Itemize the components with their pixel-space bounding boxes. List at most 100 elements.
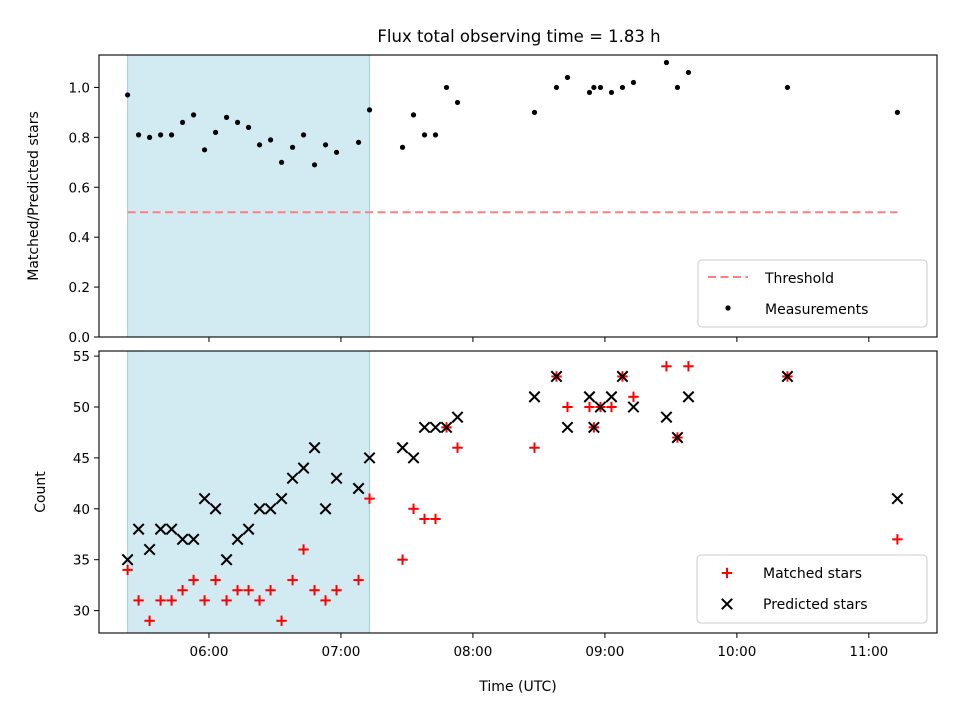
axes-frame xyxy=(98,350,938,634)
predicted-stars-point xyxy=(297,462,310,474)
predicted-stars-point xyxy=(121,553,134,566)
y-tick-label: 0.8 xyxy=(69,130,90,146)
y-tick-label: 0.2 xyxy=(69,280,90,296)
predicted-stars-marker-b xyxy=(242,523,255,536)
y-tick-label: 55 xyxy=(73,349,90,365)
predicted-stars-point xyxy=(561,421,574,434)
matched-stars-point xyxy=(155,595,166,606)
predicted-stars-point xyxy=(605,390,618,403)
legend-measurements-label: Measurements xyxy=(765,302,868,318)
measurement-point xyxy=(630,79,637,86)
measurement-point xyxy=(410,112,417,118)
matched-stars-point xyxy=(210,574,221,586)
y-tick-label: 45 xyxy=(73,451,90,467)
predicted-stars-point xyxy=(583,390,596,403)
predicted-stars-marker-b xyxy=(561,421,574,434)
predicted-stars-marker-b xyxy=(154,523,167,536)
measurement-point xyxy=(586,89,593,96)
measurement-point xyxy=(784,84,791,91)
measurement-point xyxy=(399,144,406,150)
predicted-stars-marker-b xyxy=(297,462,310,474)
predicted-stars-marker-b xyxy=(132,523,145,536)
predicted-stars-marker-b xyxy=(451,411,464,424)
measurement-point xyxy=(685,69,692,76)
matched-stars-point xyxy=(529,442,540,453)
y-tick-label: 50 xyxy=(73,400,90,416)
predicted-stars-point xyxy=(154,523,167,536)
matched-stars-point xyxy=(661,361,672,372)
predicted-stars-marker-b xyxy=(220,553,233,566)
measurement-point xyxy=(190,112,197,118)
measurement-point xyxy=(146,134,153,140)
matched-stars-point xyxy=(254,595,265,606)
measurement-point xyxy=(300,132,307,138)
predicted-stars-marker-b xyxy=(209,502,222,515)
predicted-stars-point xyxy=(253,502,266,515)
matched-stars-point xyxy=(243,585,254,596)
predicted-stars-marker-b xyxy=(176,533,189,546)
legend-predicted-swatch-b xyxy=(721,598,733,610)
matched-stars-point xyxy=(144,615,155,626)
predicted-stars-point xyxy=(187,533,200,546)
predicted-stars-marker-b xyxy=(528,390,541,403)
measurement-point xyxy=(674,84,681,91)
observing-span xyxy=(127,54,371,338)
y-tick-label: 1.0 xyxy=(69,80,90,96)
matched-stars-point xyxy=(298,544,309,555)
y-tick-label: 0.0 xyxy=(69,330,90,346)
predicted-stars-marker-b xyxy=(286,472,299,485)
predicted-stars-marker-b xyxy=(187,533,200,546)
predicted-stars-point xyxy=(352,482,365,495)
matched-stars-point xyxy=(364,493,375,504)
measurement-point xyxy=(179,119,186,125)
y-tick-label: 0.4 xyxy=(69,230,90,246)
predicted-stars-marker-b xyxy=(330,472,343,485)
predicted-stars-point xyxy=(594,401,607,413)
predicted-stars-marker-b xyxy=(891,492,904,505)
predicted-stars-point xyxy=(143,543,156,556)
measurement-point xyxy=(663,59,670,66)
predicted-stars-marker-b xyxy=(429,421,442,434)
measurement-point xyxy=(234,119,241,125)
x-tick-label: 08:00 xyxy=(453,644,492,660)
matched-stars-point xyxy=(276,615,287,626)
predicted-stars-point xyxy=(660,411,673,424)
y-tick-label: 40 xyxy=(73,502,90,518)
matched-stars-point xyxy=(628,391,639,403)
predicted-stars-point xyxy=(440,421,453,434)
predicted-stars-point xyxy=(286,472,299,485)
y-axis-label: Count xyxy=(33,471,49,513)
measurement-point xyxy=(212,129,219,135)
predicted-stars-point xyxy=(132,523,145,536)
x-tick-label: 07:00 xyxy=(321,644,360,660)
measurement-point xyxy=(245,124,252,130)
predicted-stars-marker-b xyxy=(682,390,695,403)
measurement-point xyxy=(564,74,571,81)
predicted-stars-marker-b xyxy=(363,451,376,464)
legend-box xyxy=(697,259,928,328)
predicted-stars-point xyxy=(220,553,233,566)
predicted-stars-marker-b xyxy=(275,492,288,505)
predicted-stars-marker-b xyxy=(165,523,178,536)
predicted-stars-point xyxy=(363,451,376,464)
measurement-point xyxy=(597,84,604,91)
predicted-stars-marker-b xyxy=(198,492,211,505)
predicted-stars-marker-b xyxy=(143,543,156,556)
measurement-point xyxy=(223,114,230,120)
predicted-stars-marker-b xyxy=(583,390,596,403)
matched-stars-point xyxy=(353,574,364,586)
matched-stars-point xyxy=(177,585,188,596)
predicted-stars-marker-b xyxy=(605,390,618,403)
predicted-stars-point xyxy=(330,472,343,485)
matched-stars-point xyxy=(122,564,133,576)
predicted-stars-point xyxy=(242,523,255,536)
predicted-stars-marker-b xyxy=(121,553,134,566)
measurement-point xyxy=(267,137,274,143)
matched-stars-point xyxy=(232,585,243,596)
predicted-stars-point xyxy=(209,502,222,515)
matched-stars-point xyxy=(166,595,177,606)
predicted-stars-marker-b xyxy=(231,533,244,546)
matched-stars-point xyxy=(452,442,463,453)
x-tick-label: 09:00 xyxy=(585,644,624,660)
predicted-stars-point xyxy=(407,451,420,464)
